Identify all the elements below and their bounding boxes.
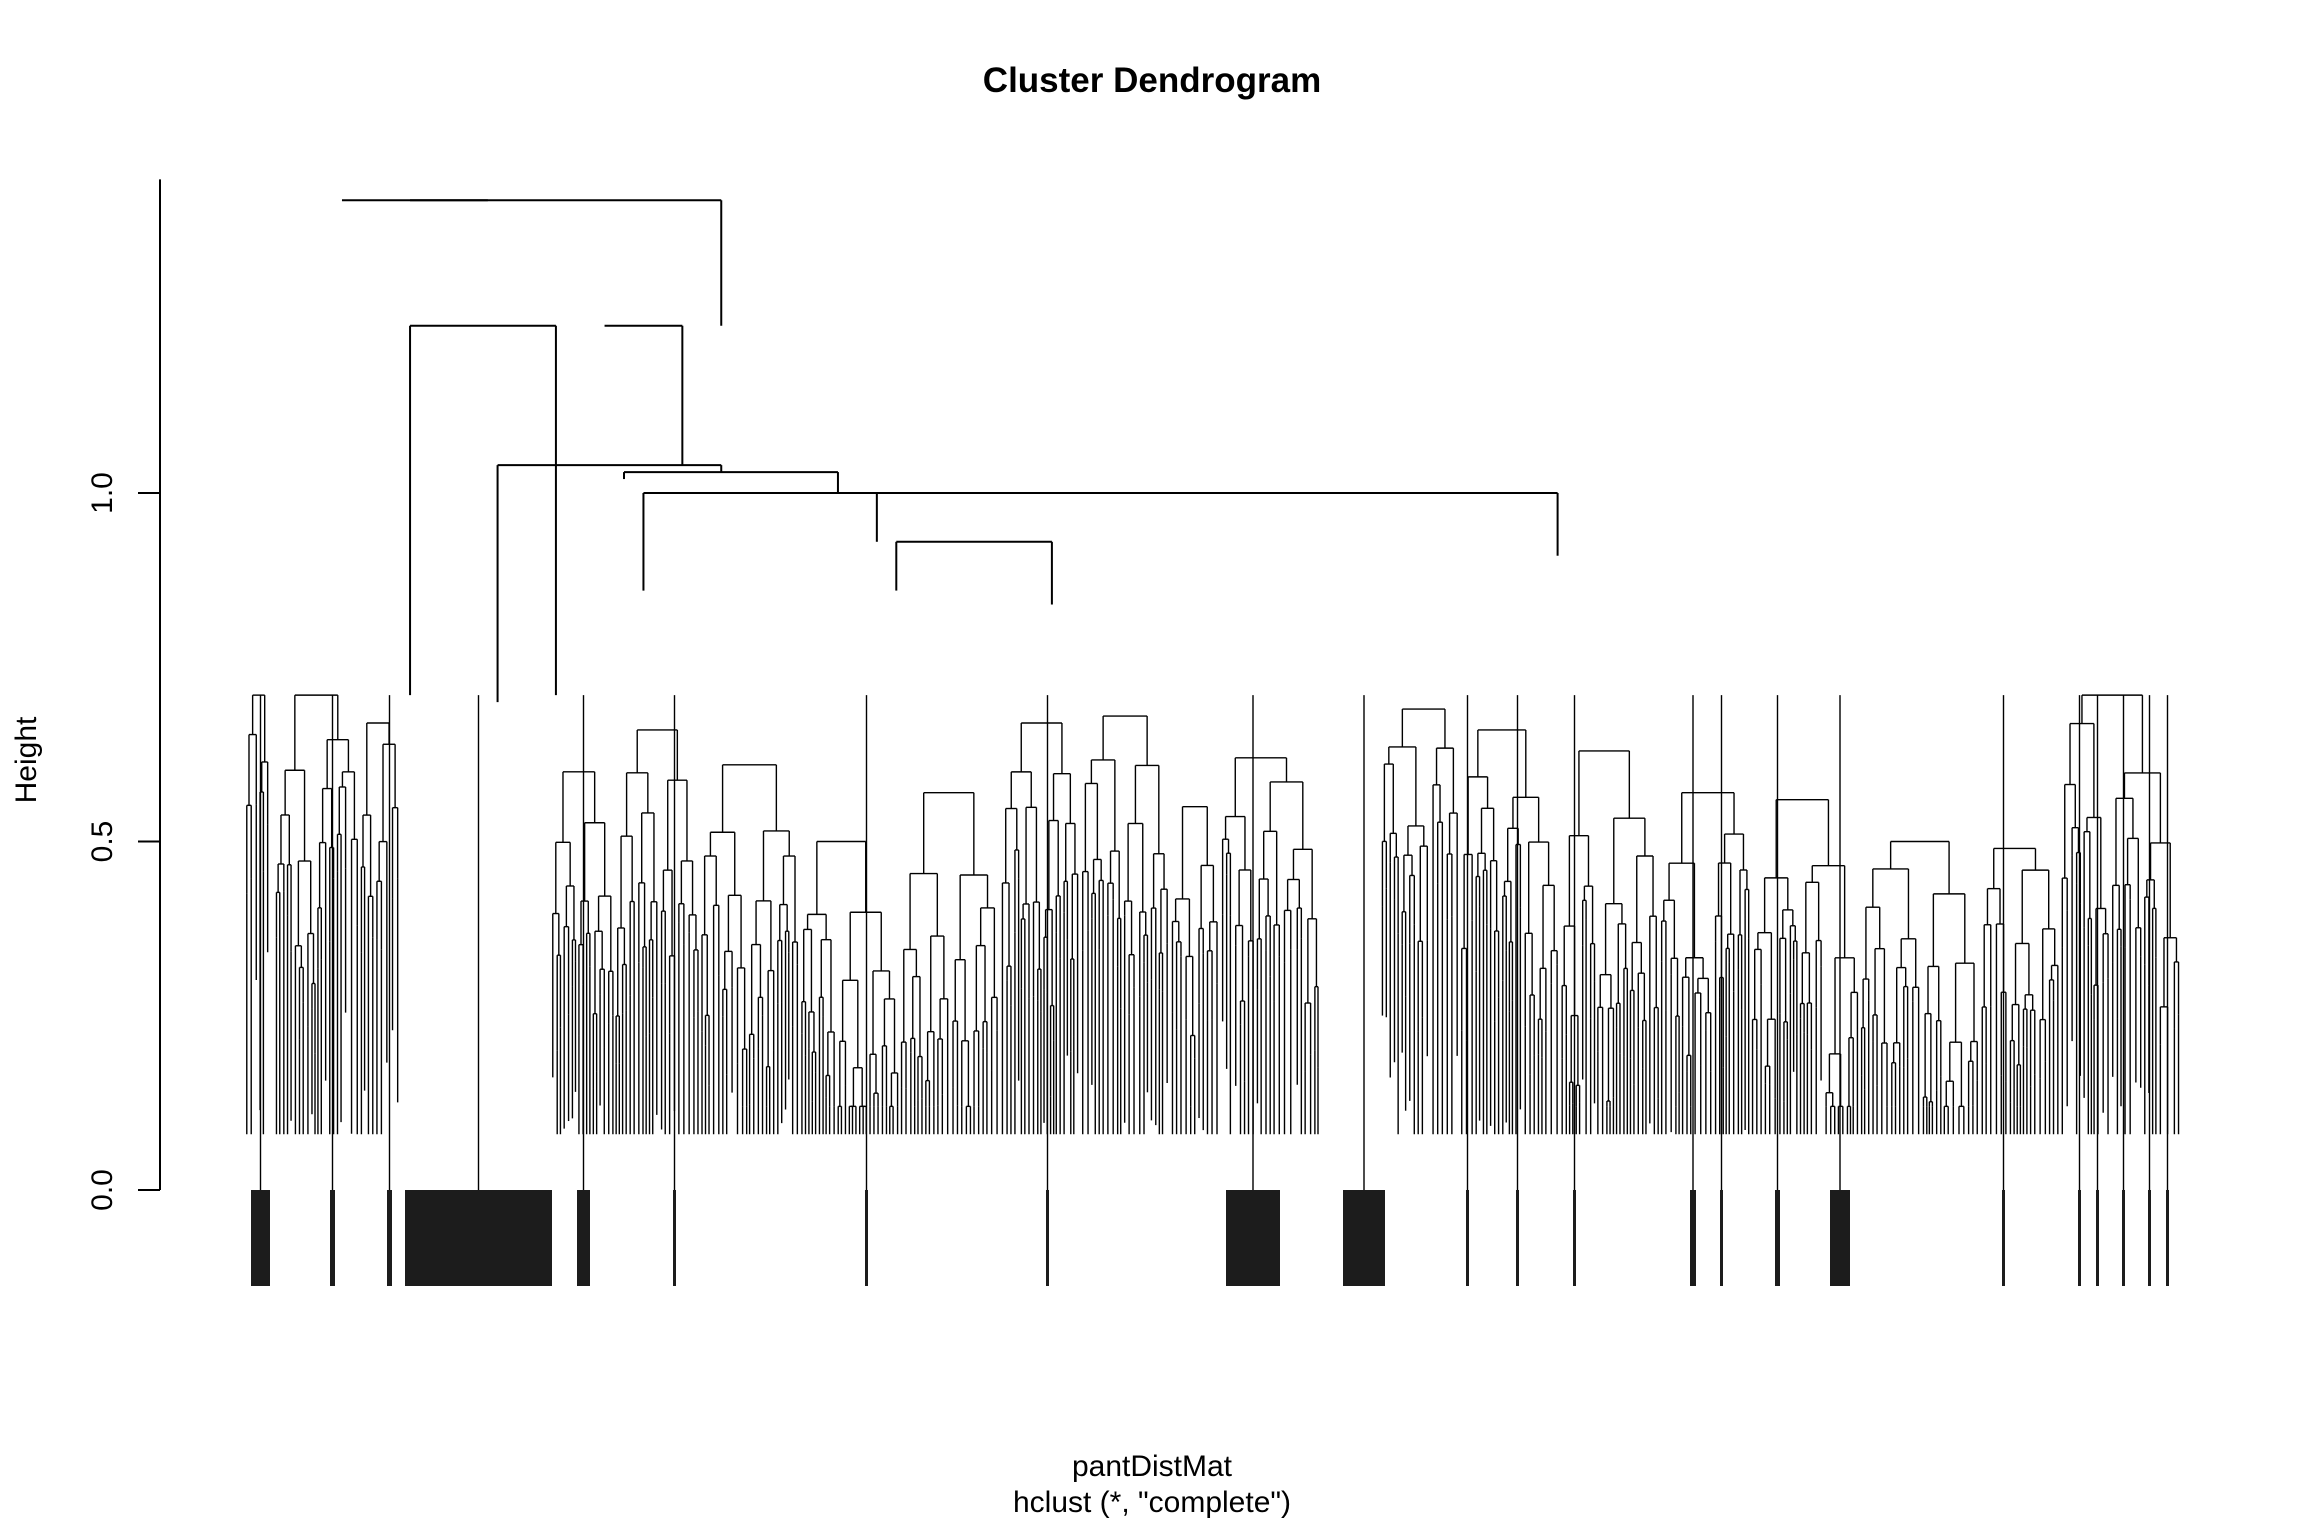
x-axis-sublabel: hclust (*, "complete") bbox=[1013, 1486, 1291, 1519]
leaf-segment bbox=[387, 1190, 392, 1286]
y-tick-label: 0.0 bbox=[86, 1169, 119, 1211]
leaf-segment bbox=[1466, 1190, 1469, 1286]
leaf-segment bbox=[330, 1190, 335, 1286]
y-axis-label: Height bbox=[10, 716, 43, 803]
leaf-segment bbox=[577, 1190, 590, 1286]
leaf-segment bbox=[1720, 1190, 1723, 1286]
y-axis: 0.0 0.5 1.0 bbox=[86, 179, 161, 1211]
leaf-segment bbox=[673, 1190, 676, 1286]
leaf-segment bbox=[2148, 1190, 2151, 1286]
leaf-segment bbox=[1573, 1190, 1576, 1286]
x-axis-label: pantDistMat bbox=[1072, 1450, 1233, 1483]
leaf-segment bbox=[2002, 1190, 2005, 1286]
dendrogram-tree bbox=[246, 199, 2180, 1135]
leaf-segment bbox=[2096, 1190, 2099, 1286]
chart-title: Cluster Dendrogram bbox=[983, 61, 1321, 100]
leaf-segment bbox=[1690, 1190, 1696, 1286]
leaf-segment bbox=[1516, 1190, 1519, 1286]
leaf-segment bbox=[2166, 1190, 2169, 1286]
leaf-segment bbox=[251, 1190, 270, 1286]
y-tick-label: 0.5 bbox=[86, 821, 119, 863]
leaf-segment bbox=[2122, 1190, 2125, 1286]
leaf-segment bbox=[1830, 1190, 1850, 1286]
leaf-segment bbox=[405, 1190, 552, 1286]
leaf-segment bbox=[865, 1190, 868, 1286]
leaf-segment bbox=[1046, 1190, 1049, 1286]
leaf-segments bbox=[251, 695, 2169, 1286]
leaf-segment bbox=[1775, 1190, 1780, 1286]
leaf-segment bbox=[1226, 1190, 1280, 1286]
leaf-segment bbox=[1343, 1190, 1385, 1286]
leaf-segment bbox=[2078, 1190, 2081, 1286]
y-tick-label: 1.0 bbox=[86, 472, 119, 514]
